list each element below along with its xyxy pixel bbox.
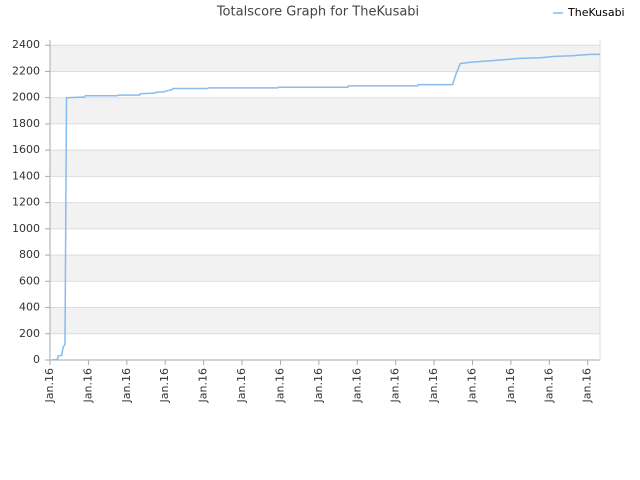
legend-label: TheKusabi — [567, 6, 625, 19]
grid-band — [50, 45, 600, 72]
x-tick-label: Jan.16 — [235, 368, 248, 403]
y-tick-label: 1800 — [12, 117, 40, 130]
y-tick-label: 2400 — [12, 38, 40, 51]
x-tick-label: Jan.16 — [158, 368, 171, 403]
y-tick-label: 1200 — [12, 196, 40, 209]
x-tick-label: Jan.16 — [504, 368, 517, 403]
x-tick-label: Jan.16 — [427, 368, 440, 403]
y-tick-label: 1000 — [12, 222, 40, 235]
x-tick-label: Jan.16 — [542, 368, 555, 403]
chart-title: Totalscore Graph for TheKusabi — [216, 5, 419, 20]
y-tick-label: 200 — [19, 327, 40, 340]
grid-band — [50, 255, 600, 282]
x-tick-label: Jan.16 — [581, 368, 594, 403]
y-tick-label: 2200 — [12, 64, 40, 77]
y-tick-label: 1400 — [12, 169, 40, 182]
y-tick-label: 600 — [19, 274, 40, 287]
x-tick-label: Jan.16 — [350, 368, 363, 403]
x-tick-label: Jan.16 — [389, 368, 402, 403]
grid-band — [50, 150, 600, 177]
y-tick-label: 1600 — [12, 143, 40, 156]
grid-band — [50, 97, 600, 124]
y-tick-label: 2000 — [12, 91, 40, 104]
x-tick-label: Jan.16 — [197, 368, 210, 403]
y-tick-label: 800 — [19, 248, 40, 261]
x-tick-label: Jan.16 — [465, 368, 478, 403]
x-tick-label: Jan.16 — [120, 368, 133, 403]
y-tick-label: 0 — [33, 353, 40, 366]
grid-band — [50, 202, 600, 229]
x-tick-label: Jan.16 — [273, 368, 286, 403]
y-tick-label: 400 — [19, 301, 40, 314]
x-tick-label: Jan.16 — [81, 368, 94, 403]
grid-band — [50, 307, 600, 334]
x-tick-label: Jan.16 — [43, 368, 56, 403]
x-tick-label: Jan.16 — [312, 368, 325, 403]
series-line — [51, 53, 600, 361]
